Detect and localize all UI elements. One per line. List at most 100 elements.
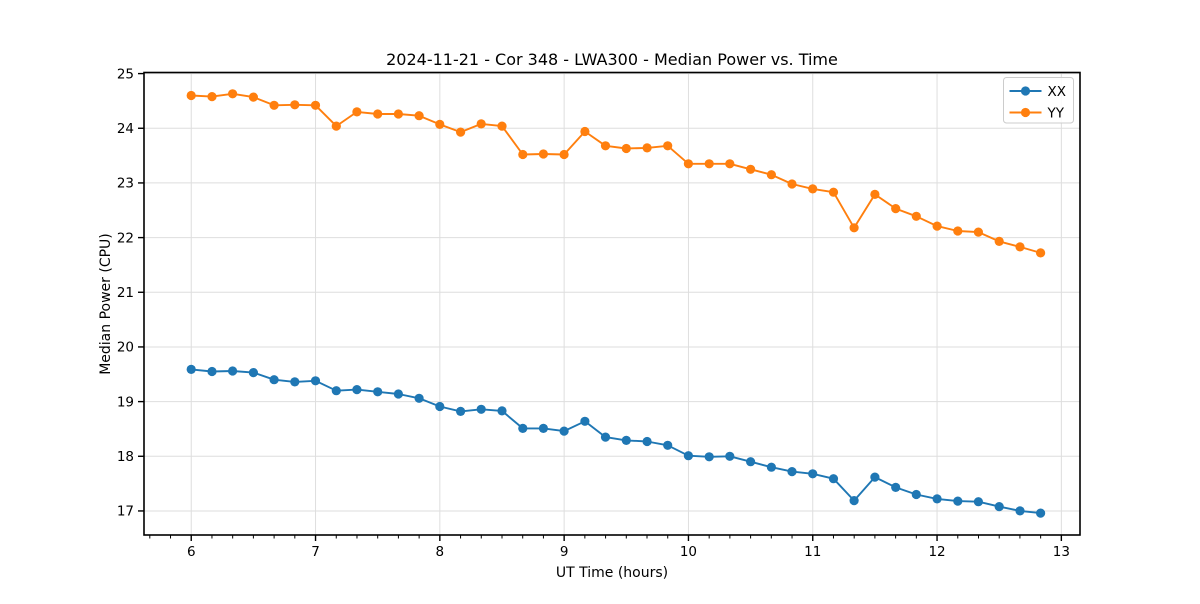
x-tick-label: 7 <box>311 544 320 560</box>
data-point-XX <box>600 432 611 442</box>
data-point-XX <box>621 435 631 445</box>
data-point-XX <box>828 474 839 484</box>
data-point-XX <box>497 406 507 416</box>
data-point-XX <box>248 368 258 378</box>
data-point-YY <box>725 159 735 169</box>
y-tick-label: 18 <box>117 449 134 465</box>
series-YY <box>186 89 1046 258</box>
x-tick-label: 6 <box>187 544 196 560</box>
x-tick-label: 13 <box>1053 544 1070 560</box>
data-point-YY <box>186 90 196 101</box>
y-tick-label: 21 <box>117 285 134 301</box>
data-point-YY <box>808 184 818 194</box>
data-point-YY <box>352 107 362 117</box>
data-point-YY <box>435 119 445 129</box>
data-point-XX <box>290 377 300 387</box>
data-point-YY <box>870 189 880 199</box>
y-tick-label: 17 <box>117 504 134 520</box>
data-point-YY <box>642 143 652 153</box>
data-point-YY <box>476 119 486 129</box>
data-point-YY <box>393 109 403 119</box>
data-point-XX <box>849 496 859 506</box>
data-point-XX <box>953 496 963 506</box>
data-point-YY <box>891 204 901 214</box>
y-tick-label: 22 <box>117 230 134 246</box>
x-tick-label: 10 <box>680 544 697 560</box>
data-point-XX <box>808 469 818 479</box>
data-point-YY <box>766 170 777 180</box>
x-tick-label: 12 <box>928 544 945 560</box>
data-point-YY <box>248 92 258 102</box>
legend: XX YY <box>1003 77 1074 124</box>
data-point-XX <box>766 462 777 472</box>
data-point-XX <box>746 457 756 467</box>
y-tick-label: 20 <box>117 340 134 356</box>
data-point-XX <box>1036 508 1046 518</box>
legend-label-YY: YY <box>1047 105 1065 121</box>
data-point-YY <box>290 100 300 110</box>
y-tick-label: 23 <box>117 176 134 192</box>
data-point-YY <box>518 149 528 160</box>
legend-marker-YY <box>1020 107 1031 118</box>
data-point-YY <box>538 149 549 159</box>
data-point-XX <box>559 426 569 436</box>
grid-layer <box>144 72 1080 535</box>
data-point-YY <box>828 187 839 197</box>
data-point-YY <box>953 226 963 236</box>
series-XX <box>186 364 1046 518</box>
axis-layer: 6 7 8 9 10 11 12 13 17 18 19 20 21 22 23 24 25 <box>117 66 1081 560</box>
data-point-YY <box>269 100 279 110</box>
data-point-YY <box>746 164 756 174</box>
data-point-YY <box>497 121 507 131</box>
data-point-YY <box>1036 248 1046 258</box>
data-point-YY <box>310 100 321 110</box>
data-point-YY <box>994 236 1004 246</box>
data-point-XX <box>373 387 383 397</box>
x-tick-label: 9 <box>560 544 569 560</box>
data-point-XX <box>911 489 921 500</box>
data-point-YY <box>849 223 859 233</box>
data-point-XX <box>331 386 341 396</box>
data-point-XX <box>642 436 652 447</box>
data-point-XX <box>538 423 549 433</box>
chart-title: 2024-11-21 - Cor 348 - LWA300 - Median P… <box>386 50 838 69</box>
data-point-XX <box>994 502 1004 512</box>
data-point-XX <box>352 385 362 395</box>
data-point-XX <box>580 416 590 426</box>
data-point-YY <box>456 127 466 137</box>
data-point-XX <box>476 404 486 414</box>
data-point-YY <box>559 149 569 160</box>
data-point-YY <box>973 227 984 237</box>
data-point-XX <box>228 366 238 376</box>
data-point-XX <box>456 406 466 416</box>
data-point-XX <box>1015 506 1025 516</box>
data-point-XX <box>704 452 714 462</box>
x-tick-label: 11 <box>804 544 821 560</box>
data-point-XX <box>414 393 424 403</box>
x-axis-label: UT Time (hours) <box>556 565 668 581</box>
data-point-XX <box>725 451 735 461</box>
data-point-YY <box>331 121 341 131</box>
data-point-XX <box>870 472 880 482</box>
data-point-YY <box>663 141 673 151</box>
data-point-YY <box>932 221 942 231</box>
data-point-YY <box>787 179 797 189</box>
y-tick-label: 19 <box>117 394 134 410</box>
data-point-YY <box>621 143 631 154</box>
data-point-YY <box>207 92 217 102</box>
data-point-XX <box>932 494 942 504</box>
data-point-XX <box>186 364 196 374</box>
data-point-XX <box>973 497 984 507</box>
data-point-XX <box>269 375 279 385</box>
data-point-XX <box>310 376 321 386</box>
data-point-YY <box>600 141 611 151</box>
data-point-XX <box>787 467 797 477</box>
series-layer <box>186 89 1046 518</box>
y-tick-label: 25 <box>117 66 134 82</box>
data-point-XX <box>891 482 901 492</box>
y-axis-label: Median Power (CPU) <box>98 233 114 375</box>
data-point-YY <box>704 159 714 169</box>
x-tick-label: 8 <box>436 544 445 560</box>
